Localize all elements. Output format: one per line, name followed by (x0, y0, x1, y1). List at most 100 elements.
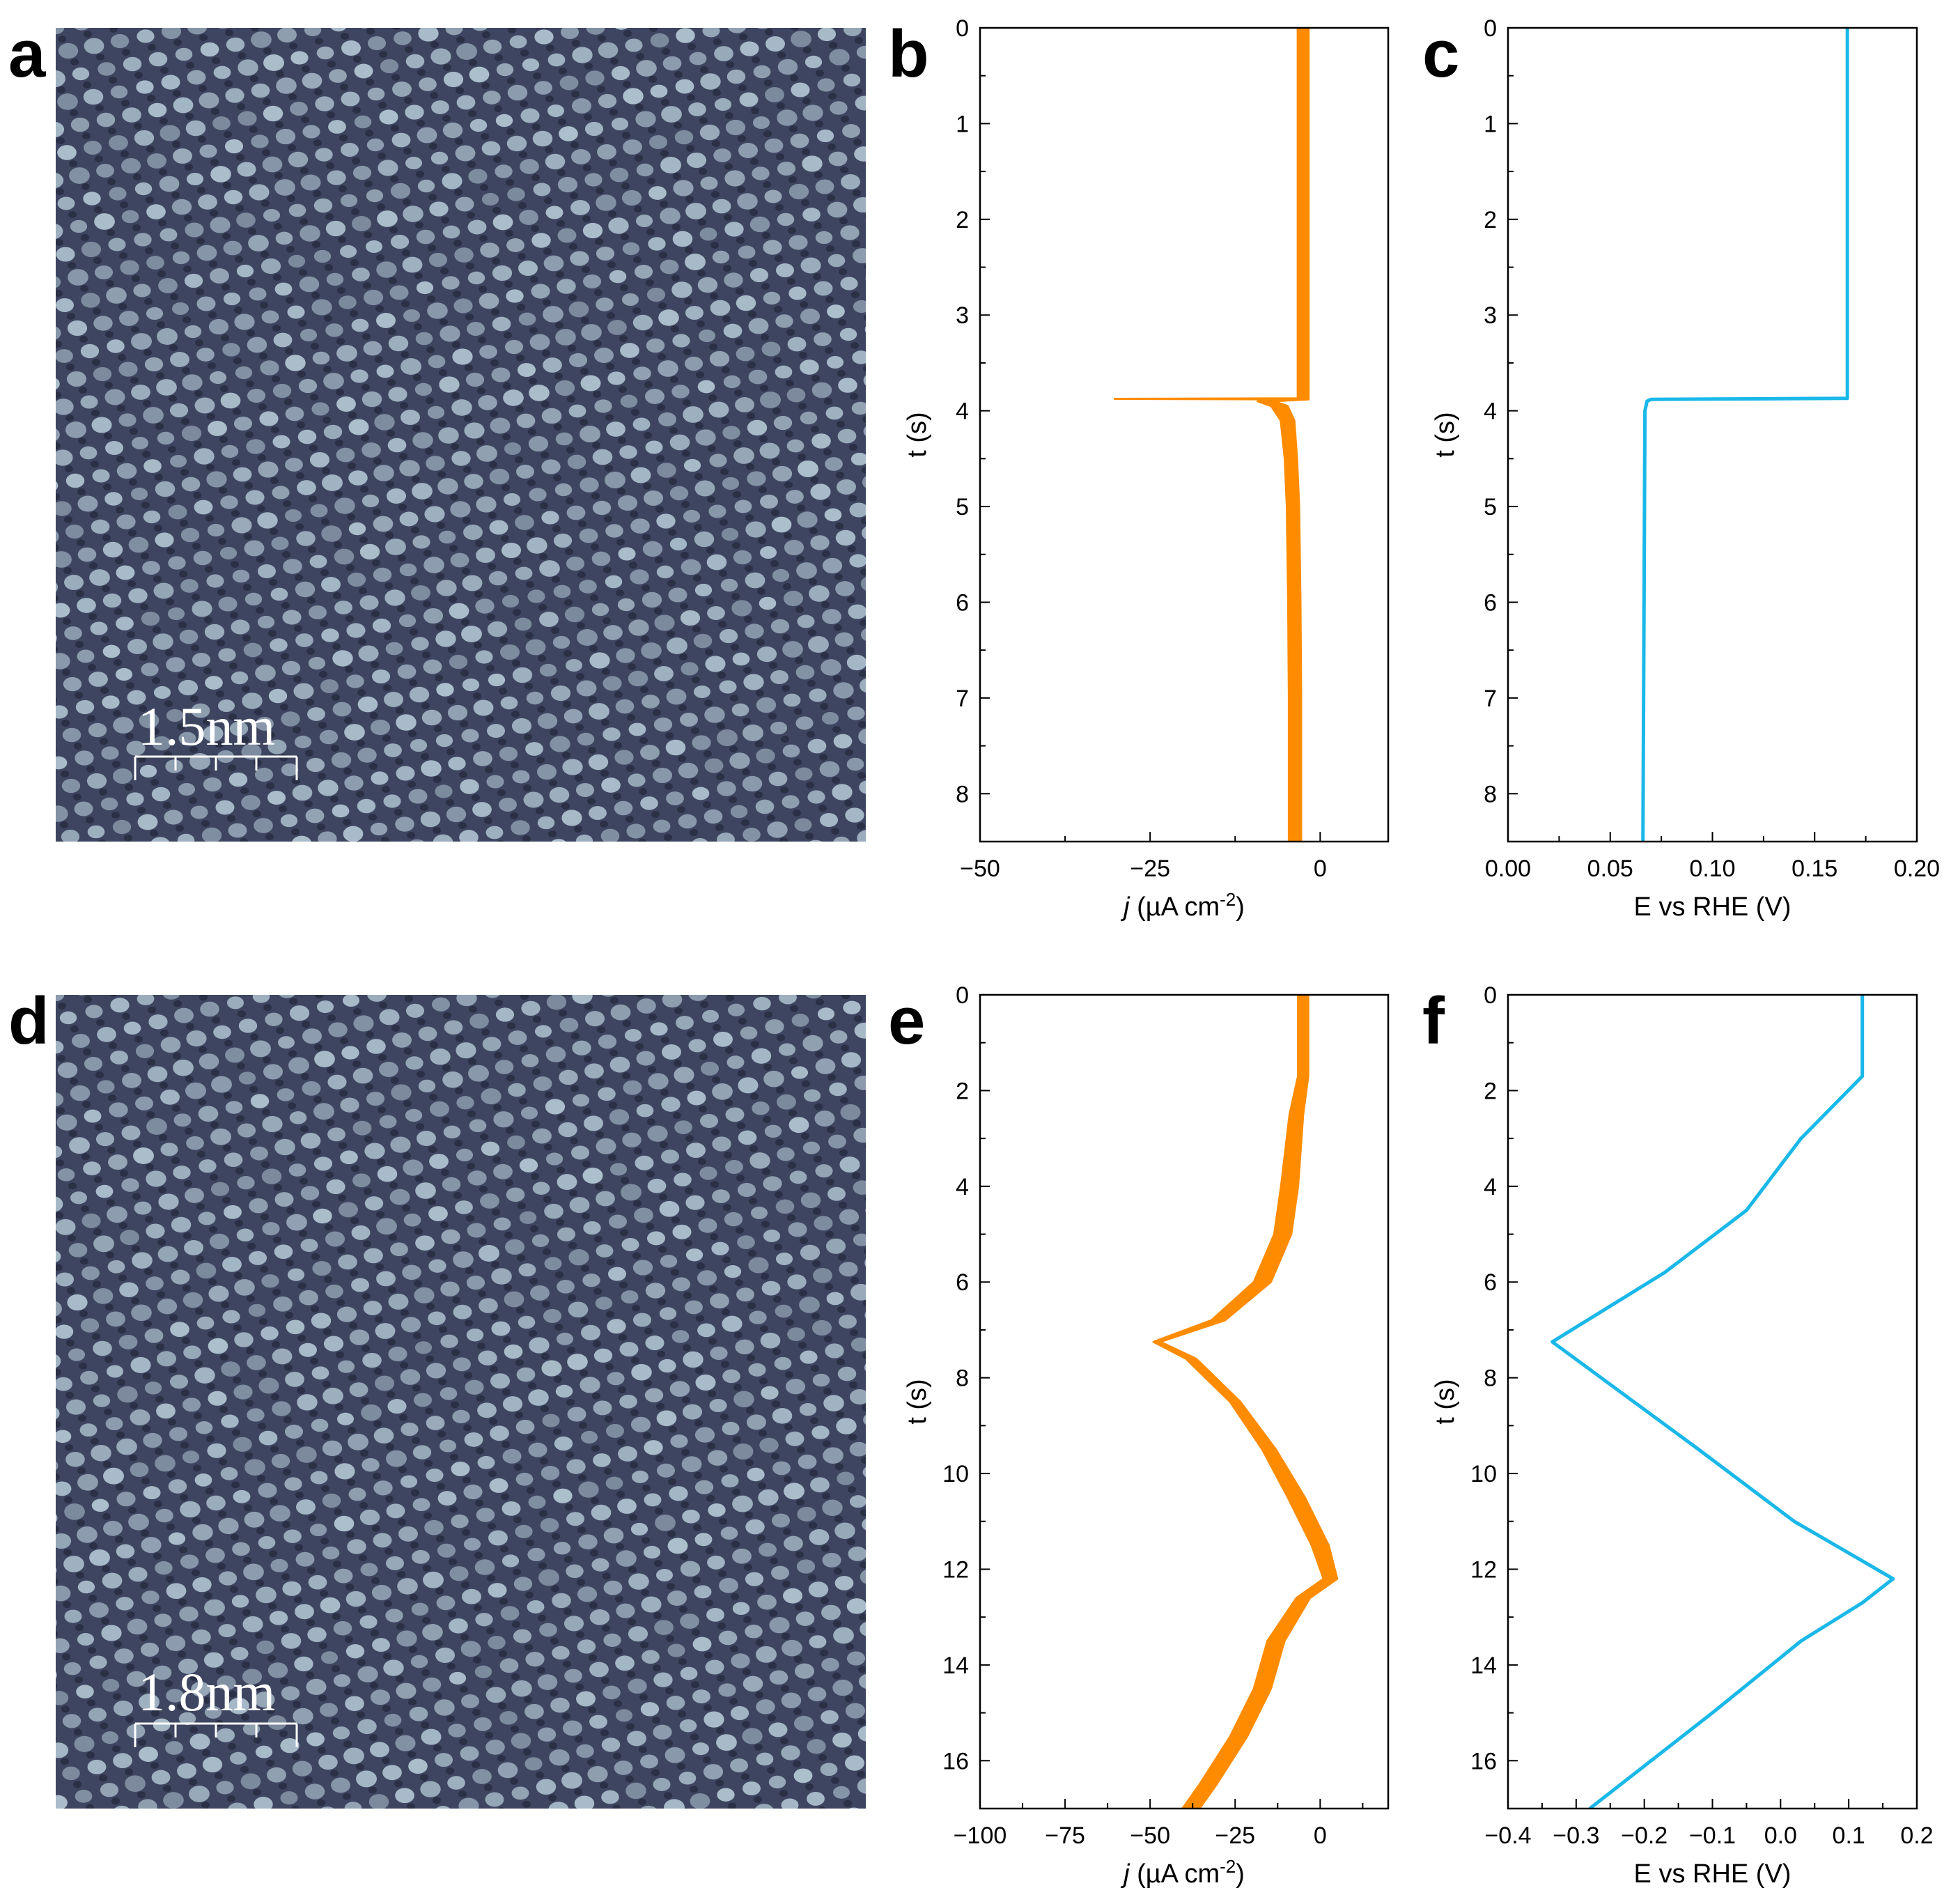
stm-atom (72, 67, 90, 81)
stm-hollow (113, 710, 121, 717)
stm-atom (88, 672, 108, 687)
stm-atom (219, 546, 238, 560)
stm-atom (57, 196, 75, 210)
stm-atom (476, 548, 495, 563)
stm-hollow (88, 664, 96, 671)
stm-hollow (550, 729, 558, 736)
stm-hollow (164, 700, 173, 707)
stm-hollow (232, 459, 240, 466)
stm-atom (514, 617, 532, 631)
stm-hollow (180, 520, 188, 527)
stm-atom (193, 550, 212, 566)
stm-hollow (361, 435, 369, 442)
stm-hollow (398, 504, 407, 511)
stm-hollow (108, 127, 116, 134)
x-tick-label-e: 0 (1314, 1822, 1327, 1849)
stm-atom (412, 483, 433, 500)
stm-atom (77, 547, 97, 562)
stm-hollow (114, 608, 123, 615)
stm-atom (336, 447, 355, 463)
stm-hollow (320, 620, 328, 627)
stm-hollow (309, 444, 318, 451)
stm-atom (550, 736, 570, 752)
stm-atom (373, 567, 392, 582)
stm-atom (77, 598, 96, 613)
stm-hollow (362, 333, 371, 340)
stm-atom (234, 314, 255, 330)
stm-atom (295, 633, 313, 647)
stm-atom (133, 284, 151, 297)
stm-hollow (179, 571, 187, 578)
stm-atom (153, 582, 174, 599)
stm-atom (423, 607, 444, 624)
stm-hollow (449, 545, 458, 552)
stm-atom (75, 750, 94, 766)
stm-atom (56, 326, 61, 340)
stm-atom (169, 403, 189, 418)
stm-hollow (270, 528, 278, 535)
stm-hollow (170, 293, 178, 300)
stm-atom (220, 495, 238, 509)
stm-hollow (409, 679, 417, 686)
stm-hollow (56, 544, 59, 551)
stm-atom (194, 448, 215, 465)
stm-atom (248, 235, 269, 251)
stm-atom (285, 406, 304, 421)
stm-atom (236, 264, 254, 278)
stm-hollow (450, 494, 458, 501)
stm-hollow (223, 182, 231, 189)
stm-atom (141, 663, 159, 676)
stm-atom (359, 543, 380, 560)
stm-atom (115, 667, 133, 681)
stm-hollow (286, 297, 294, 304)
stm-hollow (127, 580, 136, 587)
stm-atom (523, 791, 544, 808)
stm-hollow (212, 57, 220, 64)
stm-atom (120, 260, 139, 275)
stm-atom (295, 581, 316, 598)
stm-atom (200, 42, 219, 57)
stm-hollow (158, 219, 166, 226)
stm-hollow (263, 98, 271, 105)
stm-atom (332, 702, 352, 717)
stm-hollow (600, 770, 609, 777)
stm-atom (84, 141, 102, 155)
stm-hollow (463, 517, 471, 524)
stm-atom (499, 746, 518, 761)
stm-atom (321, 577, 341, 592)
stm-atom (134, 130, 155, 146)
stm-atom (131, 385, 150, 400)
stm-hollow (56, 595, 59, 602)
stm-hollow (120, 201, 128, 208)
stm-hollow (288, 144, 296, 151)
stm-atom (247, 388, 266, 403)
stm-atom (109, 135, 128, 150)
stm-atom (64, 575, 84, 590)
y-tick-label-e: 0 (956, 982, 969, 1009)
stm-atom (348, 470, 368, 486)
y-tick-label-f: 0 (1484, 982, 1497, 1009)
stm-atom (153, 633, 173, 650)
y-tick-label-b: 7 (956, 686, 969, 712)
stm-atom (148, 52, 168, 67)
y-tick-label-c: 0 (1484, 15, 1497, 42)
x-tick-label-c: 0.10 (1689, 856, 1735, 882)
stm-hollow (423, 601, 431, 607)
stm-atom (398, 614, 417, 628)
y-tick-label-c: 8 (1484, 781, 1497, 807)
stm-hollow (248, 228, 256, 235)
stm-hollow (236, 154, 244, 161)
stm-hollow (181, 418, 189, 425)
stm-hollow (407, 832, 415, 839)
stm-atom (199, 144, 217, 158)
stm-atom (89, 569, 110, 586)
stm-atom (144, 357, 164, 372)
stm-atom (116, 463, 137, 479)
stm-atom (511, 820, 530, 835)
stm-atom (93, 366, 112, 382)
stm-atom (207, 523, 225, 537)
stm-hollow (346, 564, 355, 571)
stm-hollow (146, 146, 155, 153)
stm-atom (449, 603, 469, 619)
stm-hollow (256, 556, 265, 563)
